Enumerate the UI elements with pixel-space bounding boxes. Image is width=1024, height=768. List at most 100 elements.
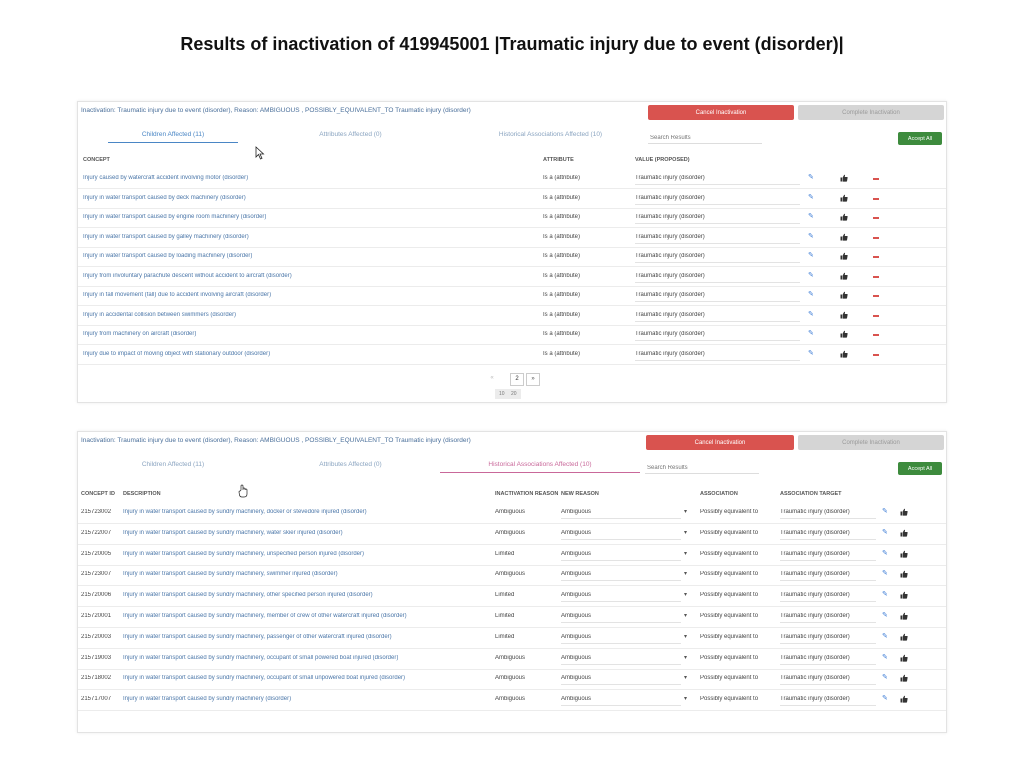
concept-link[interactable]: Injury in water transport caused by gall…: [83, 233, 249, 240]
thumbs-up-icon[interactable]: [900, 508, 908, 516]
concept-link[interactable]: Injury in water transport caused by deck…: [83, 194, 246, 201]
pencil-icon[interactable]: ✎: [808, 232, 814, 240]
minus-icon[interactable]: [873, 353, 879, 356]
association-target-input[interactable]: Traumatic injury (disorder): [780, 696, 876, 707]
minus-icon[interactable]: [873, 275, 879, 278]
association-target-input[interactable]: Traumatic injury (disorder): [780, 509, 876, 519]
pager-next-button[interactable]: »: [526, 373, 540, 386]
association-select[interactable]: Possibly equivalent to: [700, 571, 759, 578]
new-reason-select[interactable]: Ambiguous: [561, 613, 681, 623]
column-header-inactivation-reason[interactable]: INACTIVATION REASON: [495, 491, 559, 497]
pencil-icon[interactable]: ✎: [882, 570, 888, 578]
association-select[interactable]: Possibly equivalent to: [700, 633, 759, 640]
cancel-inactivation-button[interactable]: Cancel Inactivation: [648, 105, 794, 120]
association-target-input[interactable]: Traumatic injury (disorder): [780, 571, 876, 582]
minus-icon[interactable]: [873, 217, 879, 219]
pencil-icon[interactable]: ✎: [808, 291, 814, 298]
thumbs-up-icon[interactable]: [840, 350, 848, 358]
complete-inactivation-button[interactable]: Complete Inactivation: [798, 105, 944, 120]
association-target-input[interactable]: Traumatic injury (disorder): [780, 551, 876, 561]
association-target-input[interactable]: Traumatic injury (disorder): [780, 613, 876, 623]
search-input[interactable]: [645, 462, 759, 474]
thumbs-up-icon[interactable]: [900, 633, 908, 641]
chevron-down-icon[interactable]: ▾: [684, 654, 688, 661]
description-link[interactable]: Injury in water transport caused by sund…: [123, 613, 407, 619]
thumbs-up-icon[interactable]: [840, 174, 848, 182]
thumbs-up-icon[interactable]: [900, 529, 908, 537]
new-reason-select[interactable]: Ambiguous: [561, 571, 681, 582]
column-header-association[interactable]: ASSOCIATION: [700, 491, 738, 497]
value-cell[interactable]: Traumatic injury (disorder): [635, 273, 800, 283]
concept-link[interactable]: Injury caused by watercraft accident inv…: [83, 175, 249, 181]
value-cell[interactable]: Traumatic injury (disorder): [635, 214, 800, 224]
concept-link[interactable]: Injury in water transport caused by engi…: [83, 214, 267, 220]
pencil-icon[interactable]: ✎: [882, 653, 888, 661]
description-link[interactable]: Injury in water transport caused by sund…: [123, 654, 399, 661]
new-reason-select[interactable]: Ambiguous: [561, 551, 681, 561]
description-link[interactable]: Injury in water transport caused by sund…: [123, 509, 367, 515]
pencil-icon[interactable]: ✎: [882, 591, 888, 599]
association-select[interactable]: Possibly equivalent to: [700, 654, 759, 661]
page-size-option[interactable]: 20: [511, 391, 517, 397]
chevron-down-icon[interactable]: ▾: [684, 675, 688, 682]
pencil-icon[interactable]: ✎: [882, 508, 888, 515]
pencil-icon[interactable]: ✎: [882, 612, 888, 619]
thumbs-up-icon[interactable]: [900, 695, 908, 703]
search-input[interactable]: [648, 132, 762, 144]
thumbs-up-icon[interactable]: [840, 311, 848, 319]
concept-link[interactable]: Injury from machinery on aircraft (disor…: [83, 331, 197, 337]
page-size-selector[interactable]: 10 20: [495, 389, 521, 399]
pencil-icon[interactable]: ✎: [808, 174, 814, 181]
association-select[interactable]: Possibly equivalent to: [700, 550, 759, 557]
new-reason-select[interactable]: Ambiguous: [561, 696, 681, 707]
minus-icon[interactable]: [873, 334, 879, 336]
accept-all-button[interactable]: Accept All: [898, 132, 942, 145]
column-header-association-target[interactable]: ASSOCIATION TARGET: [780, 491, 842, 497]
new-reason-select[interactable]: Ambiguous: [561, 530, 681, 540]
description-link[interactable]: Injury in water transport caused by sund…: [123, 633, 392, 640]
pager-page-current[interactable]: 2: [510, 373, 524, 386]
chevron-down-icon[interactable]: ▾: [684, 571, 688, 578]
new-reason-select[interactable]: Ambiguous: [561, 509, 681, 519]
thumbs-up-icon[interactable]: [900, 570, 908, 578]
value-cell[interactable]: Traumatic injury (disorder): [635, 312, 800, 322]
thumbs-up-icon[interactable]: [840, 330, 848, 338]
thumbs-up-icon[interactable]: [900, 591, 908, 599]
cancel-inactivation-button[interactable]: Cancel Inactivation: [646, 435, 794, 450]
new-reason-select[interactable]: Ambiguous: [561, 592, 681, 603]
minus-icon[interactable]: [873, 236, 879, 239]
association-select[interactable]: Possibly equivalent to: [700, 613, 759, 619]
complete-inactivation-button[interactable]: Complete Inactivation: [798, 435, 944, 450]
pencil-icon[interactable]: ✎: [808, 252, 814, 259]
description-link[interactable]: Injury in water transport caused by sund…: [123, 571, 338, 578]
pencil-icon[interactable]: ✎: [808, 213, 814, 220]
association-target-input[interactable]: Traumatic injury (disorder): [780, 530, 876, 540]
thumbs-up-icon[interactable]: [840, 194, 848, 202]
value-cell[interactable]: Traumatic injury (disorder): [635, 195, 800, 205]
association-target-input[interactable]: Traumatic injury (disorder): [780, 634, 876, 644]
minus-icon[interactable]: [873, 295, 879, 297]
pencil-icon[interactable]: ✎: [882, 632, 888, 640]
column-header-attribute[interactable]: ATTRIBUTE: [543, 157, 574, 163]
pencil-icon[interactable]: ✎: [808, 271, 814, 279]
accept-all-button[interactable]: Accept All: [898, 462, 942, 475]
concept-link[interactable]: Injury in fall movement (fall) due to ac…: [83, 292, 272, 298]
thumbs-up-icon[interactable]: [840, 291, 848, 299]
pencil-icon[interactable]: ✎: [808, 330, 814, 337]
association-target-input[interactable]: Traumatic injury (disorder): [780, 592, 876, 603]
association-target-input[interactable]: Traumatic injury (disorder): [780, 675, 876, 686]
chevron-down-icon[interactable]: ▾: [684, 633, 688, 640]
value-cell[interactable]: Traumatic injury (disorder): [635, 175, 800, 185]
concept-link[interactable]: Injury due to impact of moving object wi…: [83, 350, 271, 357]
concept-link[interactable]: Injury in accidental collision between s…: [83, 311, 237, 318]
pencil-icon[interactable]: ✎: [882, 695, 888, 703]
column-header-value[interactable]: VALUE (PROPOSED): [635, 157, 690, 163]
new-reason-select[interactable]: Ambiguous: [561, 655, 681, 665]
new-reason-select[interactable]: Ambiguous: [561, 634, 681, 644]
association-select[interactable]: Possibly equivalent to: [700, 675, 759, 682]
column-header-description[interactable]: DESCRIPTION: [123, 491, 161, 497]
pencil-icon[interactable]: ✎: [808, 193, 814, 201]
chevron-down-icon[interactable]: ▾: [684, 550, 688, 557]
pencil-icon[interactable]: ✎: [882, 549, 888, 557]
tab-children-affected[interactable]: Children Affected (11): [108, 128, 238, 143]
